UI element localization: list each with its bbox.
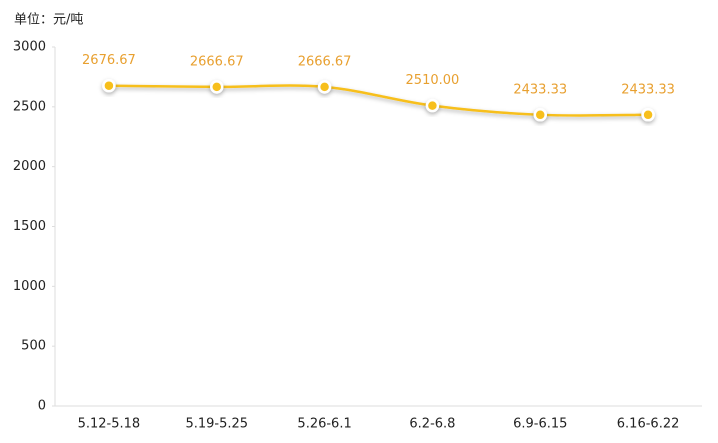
value-label: 2676.67 <box>82 53 136 68</box>
y-tick-label: 2500 <box>13 99 46 114</box>
point <box>425 98 440 113</box>
y-tick-label: 3000 <box>13 40 46 55</box>
value-label: 2433.33 <box>513 82 567 97</box>
point <box>641 108 655 122</box>
y-tick-label: 500 <box>21 339 46 354</box>
y-tick-label: 1500 <box>13 219 46 234</box>
value-label: 2433.33 <box>621 82 675 97</box>
value-label: 2510.00 <box>406 73 460 88</box>
x-tick-label: 6.16-6.22 <box>617 417 680 432</box>
point <box>533 108 547 122</box>
x-tick-label: 6.2-6.8 <box>409 417 455 432</box>
point <box>317 80 332 94</box>
x-tick-label: 6.9-6.15 <box>513 417 567 432</box>
line <box>108 84 649 117</box>
point <box>210 80 224 94</box>
x-tick-label: 5.12-5.18 <box>78 417 141 432</box>
y-tick-label: 0 <box>38 399 46 414</box>
x-tick-label: 5.19-5.25 <box>185 417 248 432</box>
unit-label: 单位：元/吨 <box>14 13 83 28</box>
y-tick-label: 1000 <box>13 279 46 294</box>
value-label: 2666.67 <box>190 54 244 69</box>
value-label: 2666.67 <box>298 54 352 69</box>
point <box>102 78 116 93</box>
y-tick-label: 2000 <box>13 159 46 174</box>
x-tick-label: 5.26-6.1 <box>297 417 351 432</box>
